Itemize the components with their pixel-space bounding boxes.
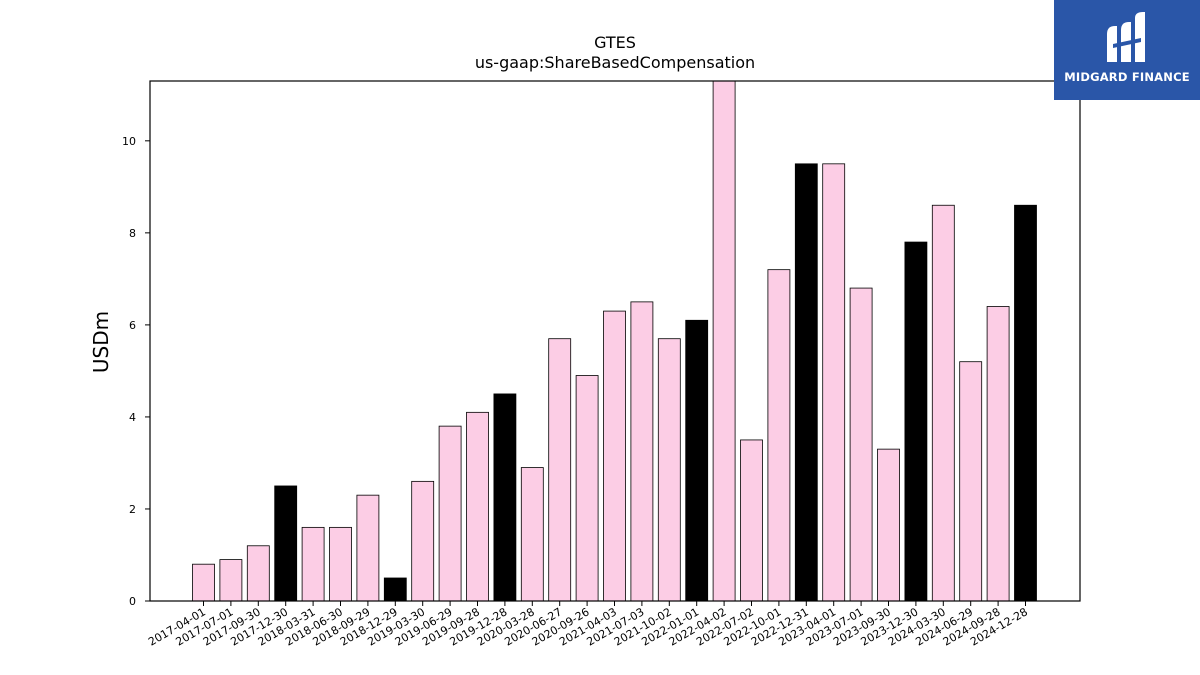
bar-2023-07-01 bbox=[849, 287, 873, 602]
bar-2017-09-30 bbox=[246, 545, 270, 602]
bar-2017-04-01 bbox=[192, 563, 215, 602]
bar-2024-09-28 bbox=[986, 306, 1010, 602]
y-axis-label: USDm bbox=[89, 311, 113, 373]
bar-2017-12-30 bbox=[274, 485, 298, 602]
bar-2020-06-27 bbox=[548, 338, 572, 602]
bar-2022-12-31 bbox=[794, 163, 818, 602]
midgard-finance-logo: MIDGARD FINANCE bbox=[1054, 0, 1200, 100]
chart-title: GTES bbox=[594, 33, 636, 52]
bar-2017-07-01 bbox=[219, 559, 243, 602]
bar-2019-06-29 bbox=[438, 425, 462, 602]
x-axis: 2017-04-012017-07-012017-09-302017-12-30… bbox=[146, 601, 1030, 649]
y-tick-label: 10 bbox=[122, 135, 136, 148]
bar-2022-07-02 bbox=[740, 439, 763, 602]
y-tick-label: 0 bbox=[129, 595, 136, 608]
y-tick-label: 4 bbox=[129, 411, 136, 424]
bar-2019-03-30 bbox=[411, 480, 435, 602]
bar-2022-01-01 bbox=[685, 319, 709, 602]
chart-subtitle: us-gaap:ShareBasedCompensation bbox=[475, 53, 755, 72]
bar-2021-07-03 bbox=[630, 301, 654, 602]
bar-2022-10-01 bbox=[767, 269, 791, 602]
bar-2018-12-29 bbox=[383, 577, 407, 602]
bars-group bbox=[192, 80, 1037, 602]
bar-2022-04-02 bbox=[712, 80, 736, 602]
bar-2024-12-28 bbox=[1014, 204, 1037, 602]
y-tick-label: 2 bbox=[129, 503, 136, 516]
y-axis: 0 2 4 6 8 10 bbox=[122, 135, 150, 608]
bar-2021-04-03 bbox=[603, 310, 626, 602]
y-tick-label: 8 bbox=[129, 227, 136, 240]
bar-2018-03-31 bbox=[301, 526, 325, 602]
bar-2020-09-26 bbox=[575, 375, 599, 602]
bar-2023-04-01 bbox=[822, 163, 846, 602]
bar-2019-09-28 bbox=[466, 411, 489, 602]
y-tick-label: 6 bbox=[129, 319, 136, 332]
bar-2020-03-28 bbox=[520, 467, 544, 602]
bar-2024-06-29 bbox=[959, 361, 983, 602]
logo-text: MIDGARD FINANCE bbox=[1064, 70, 1190, 84]
bar-2018-06-30 bbox=[329, 526, 352, 602]
midgard-logo-icon bbox=[1107, 12, 1145, 62]
bar-2023-09-30 bbox=[877, 448, 900, 602]
bar-2023-12-30 bbox=[904, 241, 928, 602]
bar-2019-12-28 bbox=[493, 393, 517, 602]
bar-2021-10-02 bbox=[657, 338, 681, 602]
bar-2024-03-30 bbox=[931, 204, 955, 602]
bar-2018-09-29 bbox=[356, 494, 380, 602]
